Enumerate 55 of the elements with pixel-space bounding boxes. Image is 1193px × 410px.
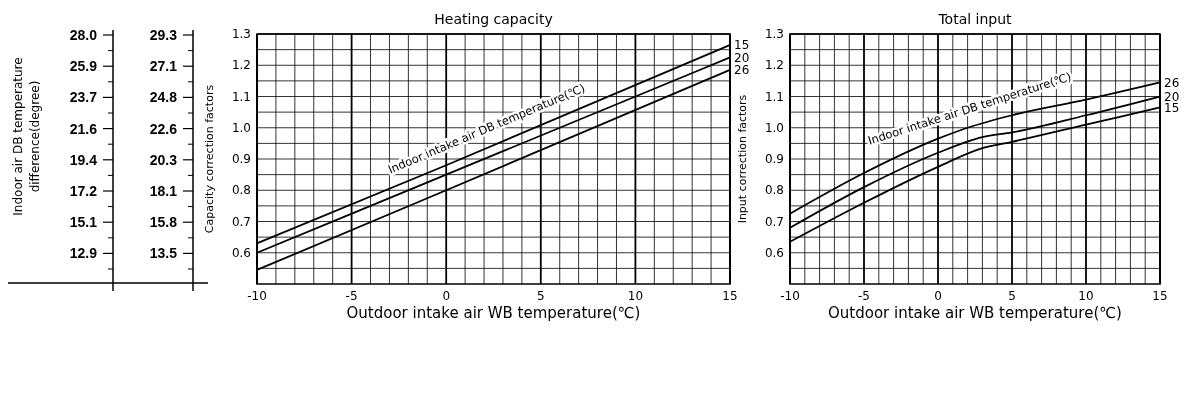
text: 23.7 bbox=[69, 89, 98, 106]
y-tick-label: 0.9 bbox=[764, 152, 784, 167]
x-axis-title: Outdoor intake air WB temperature(℃) bbox=[346, 304, 641, 322]
y-tick-label: 1.2 bbox=[231, 58, 251, 73]
text: 27.1 bbox=[149, 58, 178, 75]
y-axis-title: Capacity correction factors bbox=[203, 84, 216, 234]
y-tick-label: 0.8 bbox=[764, 183, 784, 198]
y-tick-label: 1.2 bbox=[764, 58, 784, 73]
text: 13.5 bbox=[149, 245, 178, 262]
y-axis-title: Input correction factors bbox=[736, 94, 749, 224]
text: 17.2 bbox=[69, 182, 98, 199]
text: Indoor air DB temperature difference(degree) bbox=[11, 57, 42, 216]
y-tick-label: 0.7 bbox=[764, 214, 784, 229]
text: 19.4 bbox=[69, 151, 98, 168]
y-tick-label: 1.3 bbox=[231, 27, 251, 42]
text: 25.9 bbox=[69, 58, 98, 75]
x-tick-label: 15 bbox=[722, 289, 738, 303]
x-tick-label: 5 bbox=[1008, 289, 1016, 303]
text: 15.8 bbox=[149, 214, 178, 231]
text: 21.6 bbox=[69, 120, 98, 137]
x-tick-label: 0 bbox=[442, 289, 451, 303]
text: 12.9 bbox=[69, 245, 98, 262]
text: 15.1 bbox=[69, 214, 98, 231]
series-label: 20 bbox=[734, 50, 750, 65]
y-tick-label: 0.6 bbox=[231, 245, 251, 260]
x-axis-title: Outdoor intake air WB temperature(℃) bbox=[828, 304, 1122, 322]
x-tick-label: 10 bbox=[1078, 289, 1094, 303]
x-tick-label: -10 bbox=[780, 289, 800, 303]
text: 29.3 bbox=[149, 26, 178, 43]
y-tick-label: 0.6 bbox=[764, 245, 784, 260]
y-tick-label: 1.0 bbox=[764, 120, 784, 135]
x-tick-label: 5 bbox=[536, 289, 545, 303]
y-tick-label: 0.8 bbox=[231, 183, 251, 198]
text: 28.0 bbox=[69, 26, 98, 43]
y-tick-label: 1.3 bbox=[764, 27, 784, 42]
x-tick-label: 10 bbox=[627, 289, 644, 303]
x-tick-label: -10 bbox=[247, 289, 267, 303]
x-tick-label: -5 bbox=[345, 289, 358, 303]
text: 18.1 bbox=[149, 182, 178, 199]
series-label: 26 bbox=[1164, 75, 1180, 90]
series-label: 15 bbox=[734, 38, 750, 53]
y-tick-label: 0.9 bbox=[231, 152, 251, 167]
x-tick-label: 15 bbox=[1152, 289, 1168, 303]
y-tick-label: 1.1 bbox=[231, 89, 251, 104]
y-tick-label: 0.7 bbox=[231, 214, 251, 229]
series-label: 26 bbox=[734, 63, 750, 78]
chart-title: Heating capacity bbox=[434, 11, 553, 27]
y-tick-label: 1.0 bbox=[231, 120, 251, 135]
text: 22.6 bbox=[149, 120, 178, 137]
chart-title: Total input bbox=[937, 11, 1013, 27]
text: 20.3 bbox=[149, 151, 178, 168]
text: 24.8 bbox=[149, 89, 178, 106]
x-tick-label: 0 bbox=[934, 289, 942, 303]
y-tick-label: 1.1 bbox=[764, 89, 784, 104]
x-tick-label: -5 bbox=[858, 289, 870, 303]
